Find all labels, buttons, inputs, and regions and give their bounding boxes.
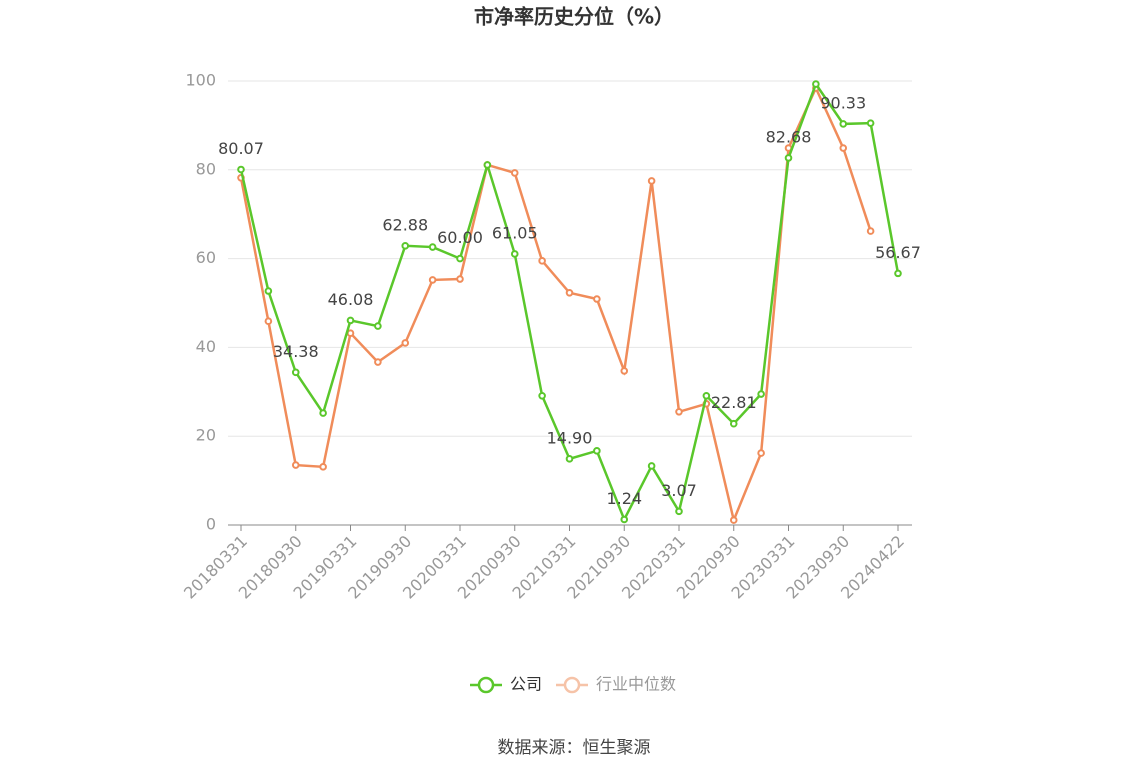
data-point [291,461,300,469]
y-tick-label: 100 [185,71,216,90]
data-point [428,243,437,251]
data-point [593,447,601,455]
legend-marker [477,676,495,694]
data-point [757,390,765,398]
series-line [239,85,872,525]
data-label: 22.81 [711,393,757,412]
data-point [428,276,437,284]
data-point [264,287,273,295]
source: 数据来源：恒生聚源 [498,738,651,758]
data-point [374,358,382,366]
data-point [894,269,902,278]
data-point [483,161,492,169]
y-tick-label: 60 [196,248,216,267]
data-point [538,391,546,400]
data-label: 56.67 [875,243,921,262]
data-label: 62.88 [382,215,428,234]
data-point [456,275,464,283]
legend-label: 行业中位数 [596,675,676,694]
data-point [620,367,629,375]
data-point [456,254,464,263]
data-point [237,165,245,174]
data-point [702,391,711,400]
data-point [319,463,327,471]
data-point [565,288,574,297]
data-point [729,419,738,428]
data-label: 90.33 [820,93,866,112]
y-tick-label: 0 [206,515,216,534]
legend-marker [563,676,581,694]
data-point [812,80,820,88]
data-point [784,154,793,162]
y-tick-label: 20 [196,426,216,445]
data-point [675,407,683,416]
data-point [593,295,601,303]
data-label: 14.90 [547,428,593,447]
data-point [647,177,656,185]
data-point [565,455,574,463]
data-point [510,250,519,258]
data-point [319,409,327,417]
chart-title: 市净率历史分位（%） [474,5,674,29]
data-point [757,449,765,457]
legend-label: 公司 [510,675,542,694]
data-point [675,507,683,516]
data-point [538,257,546,265]
y-tick-label: 40 [196,337,216,356]
data-point [839,144,848,152]
data-point [647,462,656,470]
data-label: 1.24 [606,489,642,508]
data-point [839,120,848,128]
data-label: 80.07 [218,139,264,158]
data-point [620,515,629,524]
data-point [401,242,410,250]
data-point [866,119,875,127]
data-point [866,227,875,235]
data-point [729,516,738,524]
data-point [291,368,300,377]
data-point [346,316,355,325]
data-point [264,317,273,326]
data-point [401,339,410,347]
y-tick-label: 80 [196,159,216,178]
data-label: 46.08 [328,290,374,309]
data-point [374,322,382,330]
data-point [510,169,519,177]
data-label: 60.00 [437,228,483,247]
data-label: 3.07 [661,481,697,500]
data-label: 61.05 [492,223,538,242]
data-label: 34.38 [273,342,319,361]
data-label: 82.68 [766,127,812,146]
